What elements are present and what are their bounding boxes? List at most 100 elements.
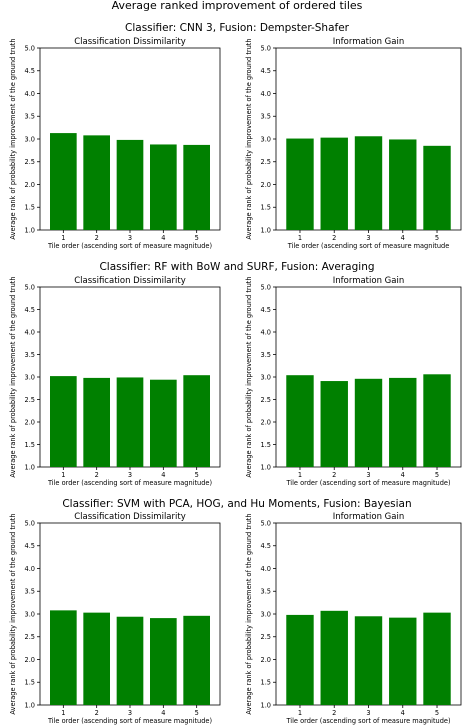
panel-title: Classification Dissimilarity — [74, 512, 186, 522]
chart-panel-3: Classification Dissimilarity 1.0 1.5 2.0 2.5… — [9, 276, 221, 487]
bar-3 — [354, 616, 383, 705]
bar-3 — [116, 616, 144, 705]
y-tick-label: 1.5 — [25, 679, 36, 687]
y-tick-label: 2.5 — [25, 633, 36, 641]
panel-title: Information Gain — [333, 37, 404, 47]
row-title-2: Classifier: RF with BoW and SURF, Fusion… — [99, 261, 374, 273]
x-tick-label: 1 — [298, 234, 302, 242]
bar-3 — [354, 378, 383, 467]
y-tick-label: 5.0 — [25, 519, 36, 527]
y-tick-label: 1.0 — [261, 463, 272, 471]
y-tick-label: 2.0 — [261, 656, 272, 664]
y-tick-label: 3.0 — [25, 135, 36, 143]
y-axis-label: Average rank of probability improvement … — [9, 276, 17, 477]
y-tick-label: 3.5 — [261, 588, 272, 596]
y-tick-label: 4.0 — [261, 328, 272, 336]
y-tick-label: 4.5 — [261, 306, 272, 314]
bar-4 — [150, 379, 177, 467]
bar-5 — [423, 145, 451, 230]
bar-2 — [83, 377, 110, 467]
y-tick-label: 3.5 — [25, 588, 36, 596]
y-tick-label: 1.5 — [261, 441, 272, 449]
y-tick-label: 1.0 — [261, 701, 272, 709]
x-tick-label: 2 — [95, 234, 99, 242]
y-tick-label: 3.5 — [261, 351, 272, 359]
x-tick-label: 2 — [95, 709, 99, 717]
y-tick-label: 2.0 — [261, 418, 272, 426]
x-tick-label: 3 — [366, 471, 370, 479]
row-title-1: Classifier: CNN 3, Fusion: Dempster-Shaf… — [125, 22, 350, 34]
bar-5 — [423, 612, 451, 705]
x-axis-label: Tile order (ascending sort of measure ma… — [47, 717, 212, 725]
x-tick-label: 3 — [366, 709, 370, 717]
bar-4 — [389, 139, 417, 230]
x-tick-label: 5 — [435, 709, 439, 717]
x-tick-label: 5 — [195, 709, 199, 717]
chart-panel-1: Classification Dissimilarity 1.0 1.5 2.0 2.5… — [9, 37, 221, 250]
bar-1 — [50, 376, 77, 467]
y-tick-label: 1.0 — [25, 463, 36, 471]
y-tick-label: 2.0 — [25, 181, 36, 189]
y-tick-label: 1.0 — [25, 226, 36, 234]
y-tick-label: 5.0 — [25, 44, 36, 52]
bar-3 — [116, 377, 144, 467]
y-tick-label: 2.0 — [261, 181, 272, 189]
y-tick-label: 3.0 — [261, 373, 272, 381]
y-tick-label: 4.0 — [261, 565, 272, 573]
bar-5 — [423, 374, 451, 467]
bar-5 — [183, 615, 210, 705]
chart-panel-4: Information Gain 1.0 1.5 2.0 2.5 3.0 3.5 4.0 4.5… — [245, 276, 462, 487]
x-tick-label: 1 — [61, 709, 65, 717]
bar-2 — [320, 610, 348, 705]
y-tick-label: 3.5 — [261, 113, 272, 121]
chart-panel-5: Classification Dissimilarity 1.0 1.5 2.0 2.5… — [9, 512, 221, 725]
x-tick-label: 1 — [61, 234, 65, 242]
x-tick-label: 3 — [128, 709, 132, 717]
y-tick-label: 4.5 — [25, 67, 36, 75]
bar-2 — [320, 381, 348, 467]
bar-1 — [286, 375, 314, 467]
y-tick-label: 5.0 — [261, 519, 272, 527]
y-axis-label: Average rank of probability improvement … — [245, 513, 253, 714]
y-axis-label: Average rank of probability improvement … — [245, 276, 253, 477]
y-tick-label: 1.5 — [25, 441, 36, 449]
y-tick-label: 1.5 — [261, 679, 272, 687]
y-tick-label: 3.0 — [25, 610, 36, 618]
bar-1 — [286, 614, 314, 705]
x-tick-label: 1 — [61, 471, 65, 479]
y-tick-label: 4.5 — [25, 306, 36, 314]
y-tick-label: 2.0 — [25, 656, 36, 664]
y-tick-label: 1.5 — [25, 204, 36, 212]
x-tick-label: 2 — [332, 471, 336, 479]
y-tick-label: 2.5 — [25, 396, 36, 404]
x-tick-label: 3 — [128, 471, 132, 479]
y-axis-label: Average rank of probability improvement … — [9, 38, 17, 239]
bar-2 — [83, 135, 110, 230]
bar-3 — [116, 139, 144, 230]
y-tick-label: 2.5 — [261, 396, 272, 404]
y-tick-label: 2.5 — [25, 158, 36, 166]
figure-title: Average ranked improvement of ordered ti… — [112, 0, 363, 12]
y-tick-label: 3.0 — [25, 373, 36, 381]
bar-1 — [50, 133, 77, 230]
bar-2 — [320, 137, 348, 230]
x-axis-label: Tile order (ascending sort of measure ma… — [285, 717, 450, 725]
chart-panels: Classification Dissimilarity 1.0 1.5 2.0 2.5… — [9, 37, 462, 725]
y-tick-label: 1.5 — [261, 204, 272, 212]
y-tick-label: 2.5 — [261, 158, 272, 166]
x-tick-label: 1 — [298, 709, 302, 717]
y-tick-label: 3.5 — [25, 113, 36, 121]
y-tick-label: 4.0 — [261, 90, 272, 98]
x-axis-label: Tile order (ascending sort of measure ma… — [287, 242, 450, 250]
y-tick-label: 5.0 — [261, 44, 272, 52]
x-tick-label: 2 — [95, 471, 99, 479]
y-tick-label: 4.0 — [25, 90, 36, 98]
panel-title: Information Gain — [333, 512, 404, 522]
x-tick-label: 3 — [366, 234, 370, 242]
x-axis-label: Tile order (ascending sort of measure ma… — [285, 479, 450, 487]
x-tick-label: 3 — [128, 234, 132, 242]
bar-4 — [389, 377, 417, 467]
panel-title: Classification Dissimilarity — [74, 276, 186, 286]
x-tick-label: 2 — [332, 709, 336, 717]
y-tick-label: 5.0 — [25, 283, 36, 291]
